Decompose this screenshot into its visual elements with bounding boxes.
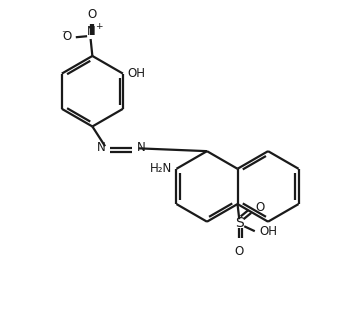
Text: O: O <box>256 201 265 215</box>
Text: N: N <box>137 142 145 154</box>
Text: N: N <box>97 142 106 154</box>
Text: +: + <box>95 22 102 30</box>
Text: O: O <box>235 245 244 258</box>
Text: S: S <box>235 216 244 231</box>
Text: OH: OH <box>259 225 277 238</box>
Text: ⁻: ⁻ <box>61 29 68 42</box>
Text: H₂N: H₂N <box>150 162 172 175</box>
Text: OH: OH <box>127 67 145 80</box>
Text: O: O <box>62 30 72 43</box>
Text: N: N <box>87 25 96 38</box>
Text: O: O <box>87 8 97 21</box>
